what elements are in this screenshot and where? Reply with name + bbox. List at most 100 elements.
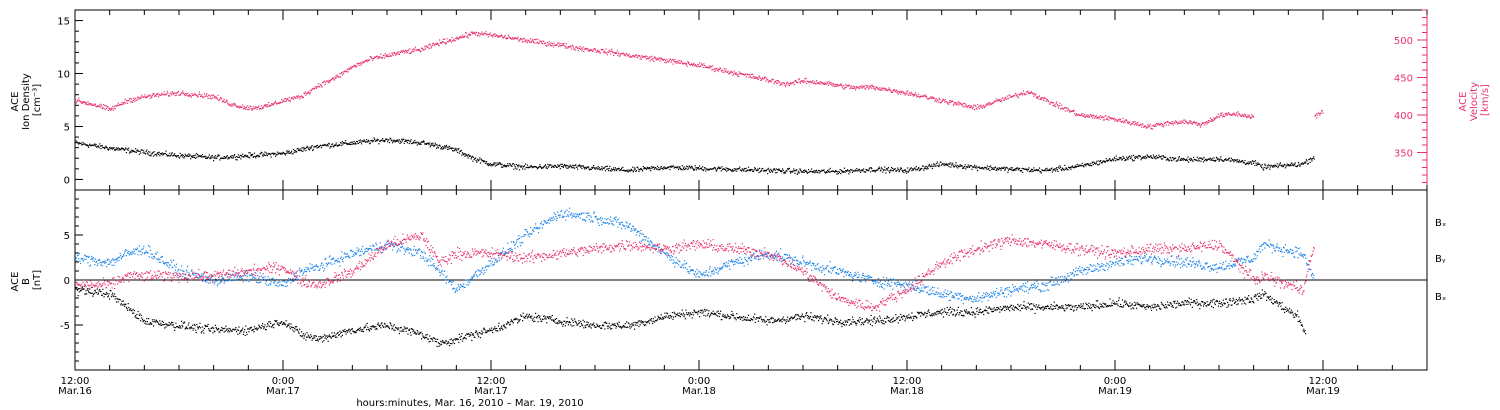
data-point (487, 164, 490, 167)
data-point (433, 263, 435, 265)
data-point (671, 259, 673, 261)
data-point (254, 107, 256, 109)
data-point (1174, 122, 1176, 124)
data-point (265, 105, 267, 107)
data-point (507, 37, 509, 40)
data-point (353, 140, 355, 143)
data-point (935, 165, 937, 167)
data-point (661, 167, 664, 169)
data-point (132, 100, 134, 102)
data-point (712, 168, 714, 170)
data-point (520, 37, 522, 39)
data-point (696, 167, 698, 169)
data-point (562, 165, 564, 168)
data-point (717, 168, 719, 170)
data-point (645, 168, 647, 171)
data-point (471, 31, 473, 33)
data-point (608, 170, 610, 172)
data-point (440, 272, 442, 274)
data-point (692, 65, 694, 67)
data-point (105, 145, 107, 147)
data-point (980, 167, 982, 169)
data-point (995, 100, 997, 102)
data-point (1215, 117, 1217, 120)
data-point (724, 70, 726, 72)
data-point (1069, 111, 1071, 113)
data-point (881, 87, 883, 89)
data-point (358, 140, 360, 142)
data-point (834, 85, 836, 88)
data-point (546, 222, 548, 224)
data-point (1068, 110, 1070, 112)
data-point (429, 255, 431, 257)
data-point (106, 266, 108, 268)
data-point (751, 169, 753, 171)
data-point (104, 109, 106, 111)
data-point (873, 87, 875, 89)
data-point (605, 48, 607, 50)
data-point (750, 77, 752, 79)
data-point (1213, 157, 1215, 159)
data-point (630, 169, 632, 171)
data-point (301, 269, 303, 271)
data-point (590, 168, 592, 171)
data-point (909, 93, 911, 95)
data-point (505, 253, 507, 255)
data-point (1111, 159, 1113, 161)
data-point (273, 153, 275, 155)
data-point (110, 259, 113, 261)
data-point (481, 268, 483, 270)
data-point (810, 170, 812, 172)
data-point (932, 97, 934, 99)
data-point (326, 265, 328, 267)
data-point (497, 36, 499, 38)
data-point (833, 170, 835, 172)
data-point (1022, 171, 1024, 173)
data-point (372, 140, 374, 142)
data-point (1209, 158, 1211, 161)
data-point (1204, 124, 1206, 126)
data-point (287, 280, 289, 282)
data-point (653, 60, 655, 62)
data-point (239, 107, 241, 109)
data-point (580, 166, 582, 168)
data-point (622, 52, 625, 54)
data-point (342, 71, 344, 73)
data-point (185, 93, 187, 95)
data-point (472, 160, 474, 162)
data-point (689, 165, 691, 168)
data-point (629, 223, 631, 225)
data-point (662, 168, 664, 170)
data-point (902, 91, 904, 93)
data-point (511, 165, 513, 167)
data-point (102, 261, 104, 263)
data-point (246, 108, 248, 110)
data-point (148, 245, 150, 247)
data-point (304, 93, 306, 95)
data-point (318, 146, 321, 148)
data-point (697, 167, 699, 169)
data-point (751, 73, 753, 76)
data-point (461, 34, 464, 36)
data-point (348, 143, 350, 145)
data-point (975, 107, 977, 109)
data-point (605, 222, 607, 224)
data-point (897, 93, 899, 95)
data-point (466, 155, 469, 157)
data-point (227, 102, 229, 104)
data-point (650, 240, 652, 242)
data-point (530, 38, 532, 40)
data-point (677, 259, 679, 261)
data-point (1246, 116, 1249, 118)
data-point (329, 147, 331, 149)
data-point (120, 104, 122, 106)
data-point (1080, 164, 1082, 166)
data-point (244, 272, 246, 274)
data-point (544, 42, 546, 44)
data-point (292, 148, 295, 151)
data-point (138, 250, 140, 252)
data-point (547, 163, 549, 165)
data-point (763, 78, 765, 80)
data-point (897, 167, 899, 169)
data-point (255, 155, 257, 157)
